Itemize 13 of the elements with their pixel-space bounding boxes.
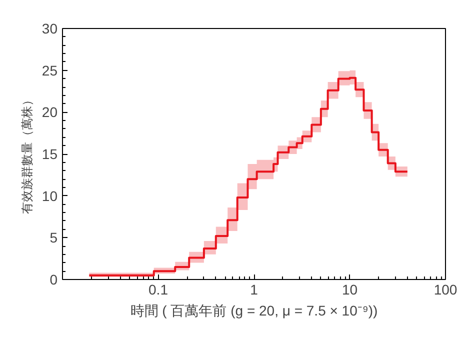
y-tick-label: 25 bbox=[42, 62, 58, 78]
y-tick-label: 10 bbox=[42, 188, 58, 204]
y-tick-label: 5 bbox=[50, 230, 58, 246]
x-tick-label: 100 bbox=[434, 282, 458, 298]
y-tick-label: 20 bbox=[42, 104, 58, 120]
x-tick-label: 1 bbox=[250, 282, 258, 298]
y-tick-label: 15 bbox=[42, 146, 58, 162]
x-axis-title: 時間 ( 百萬年前 (g = 20, μ = 7.5 × 10⁻⁹)) bbox=[130, 302, 378, 318]
x-tick-label: 10 bbox=[342, 282, 358, 298]
y-axis-title: 有效族群數量（萬株） bbox=[20, 94, 34, 214]
x-tick-label: 0.1 bbox=[148, 282, 168, 298]
y-tick-label: 30 bbox=[42, 20, 58, 36]
y-tick-label: 0 bbox=[50, 272, 58, 288]
